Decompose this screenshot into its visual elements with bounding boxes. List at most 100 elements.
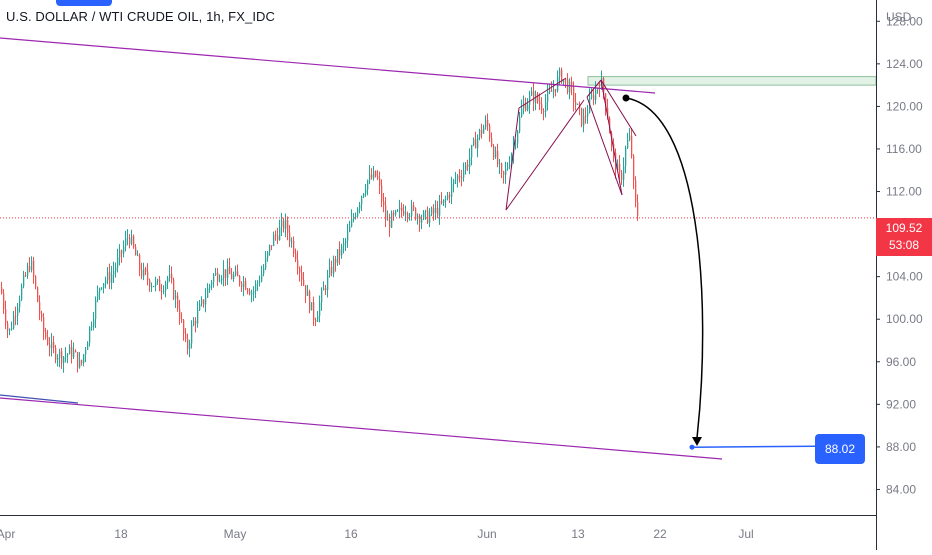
candle-body bbox=[441, 201, 443, 203]
candle-body bbox=[603, 78, 605, 94]
candle-body bbox=[501, 163, 503, 172]
candle-body bbox=[509, 164, 511, 168]
candle-body bbox=[217, 272, 219, 282]
candle-body bbox=[351, 218, 353, 227]
candle-body bbox=[475, 139, 477, 149]
time-tick-label: 18 bbox=[114, 527, 128, 541]
candle-body bbox=[225, 269, 227, 278]
candle-body bbox=[473, 139, 475, 146]
support-segment bbox=[0, 394, 79, 404]
time-tick-label: Apr bbox=[0, 527, 15, 541]
candle-body bbox=[325, 288, 327, 291]
price-tick-label: 116.00 bbox=[886, 142, 922, 156]
candle-body bbox=[525, 103, 527, 111]
candle-body bbox=[19, 299, 21, 308]
candle-body bbox=[287, 220, 289, 233]
candle-body bbox=[195, 320, 197, 324]
candle-body bbox=[393, 212, 395, 215]
candle-body bbox=[297, 259, 299, 269]
candle-body bbox=[447, 194, 449, 199]
candle-body bbox=[153, 286, 155, 288]
candle-body bbox=[343, 243, 345, 246]
candle-body bbox=[83, 354, 85, 363]
candle-body bbox=[367, 180, 369, 190]
candle-body bbox=[111, 274, 113, 283]
candle-body bbox=[465, 164, 467, 171]
candle-body bbox=[617, 163, 619, 171]
candle-body bbox=[27, 265, 29, 276]
candle-body bbox=[345, 240, 347, 244]
candle-body bbox=[87, 342, 89, 350]
candle-body bbox=[141, 269, 143, 277]
last-price-value: 109.52 bbox=[885, 221, 923, 235]
price-tick-label: 120.00 bbox=[886, 99, 923, 113]
candle-body bbox=[553, 89, 555, 92]
candle-body bbox=[431, 208, 433, 215]
candle-body bbox=[1, 287, 3, 294]
candle-body bbox=[273, 234, 275, 246]
candle-body bbox=[581, 107, 583, 126]
candle-body bbox=[489, 125, 491, 139]
candle-body bbox=[189, 343, 191, 350]
candle-body bbox=[91, 326, 93, 328]
candle-body bbox=[347, 231, 349, 241]
candle-body bbox=[487, 119, 489, 126]
candle-body bbox=[205, 297, 207, 305]
candle-body bbox=[253, 291, 255, 293]
candle-body bbox=[109, 272, 111, 283]
candle-body bbox=[17, 307, 19, 316]
candle-body bbox=[49, 344, 51, 349]
candle-body bbox=[85, 349, 87, 355]
candle-body bbox=[295, 253, 297, 260]
candle-body bbox=[555, 89, 557, 91]
channel-upper-line bbox=[0, 37, 656, 94]
candle-body bbox=[623, 165, 625, 180]
candle-body bbox=[265, 257, 267, 269]
candle-body bbox=[283, 220, 285, 229]
arrow-head-icon bbox=[692, 437, 702, 446]
candle-body bbox=[89, 326, 91, 343]
candle-body bbox=[201, 299, 203, 305]
candle-body bbox=[543, 110, 545, 112]
candle-body bbox=[429, 214, 431, 223]
candle-body bbox=[45, 332, 47, 337]
candle-body bbox=[243, 281, 245, 288]
candle-body bbox=[539, 101, 541, 105]
candle-body bbox=[53, 342, 55, 348]
candle-body bbox=[117, 257, 119, 268]
candle-body bbox=[51, 342, 53, 349]
candle-body bbox=[163, 290, 165, 292]
top-badge[interactable] bbox=[56, 0, 112, 6]
candle-body bbox=[65, 355, 67, 357]
candle-body bbox=[497, 150, 499, 165]
chart-title: U.S. DOLLAR / WTI CRUDE OIL, 1h, FX_IDC bbox=[6, 9, 276, 24]
candle-body bbox=[385, 205, 387, 221]
candle-body bbox=[133, 236, 135, 247]
candle-body bbox=[459, 175, 461, 178]
candle-body bbox=[395, 210, 397, 215]
candle-body bbox=[535, 94, 537, 103]
candle-body bbox=[105, 280, 107, 284]
candle-body bbox=[119, 250, 121, 258]
candle-body bbox=[437, 207, 439, 216]
candle-body bbox=[319, 302, 321, 316]
candle-body bbox=[223, 269, 225, 278]
candle-body bbox=[307, 291, 309, 296]
candle-body bbox=[527, 104, 529, 111]
candle-body bbox=[159, 279, 161, 291]
candle-body bbox=[627, 139, 629, 148]
candle-body bbox=[569, 81, 571, 93]
candle-body bbox=[531, 91, 533, 96]
candle-body bbox=[197, 310, 199, 324]
candle-body bbox=[455, 179, 457, 181]
candle-body bbox=[235, 271, 237, 276]
candle-body bbox=[211, 282, 213, 286]
candle-body bbox=[495, 150, 497, 158]
time-axis-layer: Apr 18 May 16 Jun 13 22 Jul bbox=[0, 515, 876, 550]
candle-body bbox=[263, 268, 265, 275]
time-tick-label: Jun bbox=[477, 527, 496, 541]
pattern-line bbox=[586, 96, 623, 196]
candle-body bbox=[33, 260, 35, 277]
